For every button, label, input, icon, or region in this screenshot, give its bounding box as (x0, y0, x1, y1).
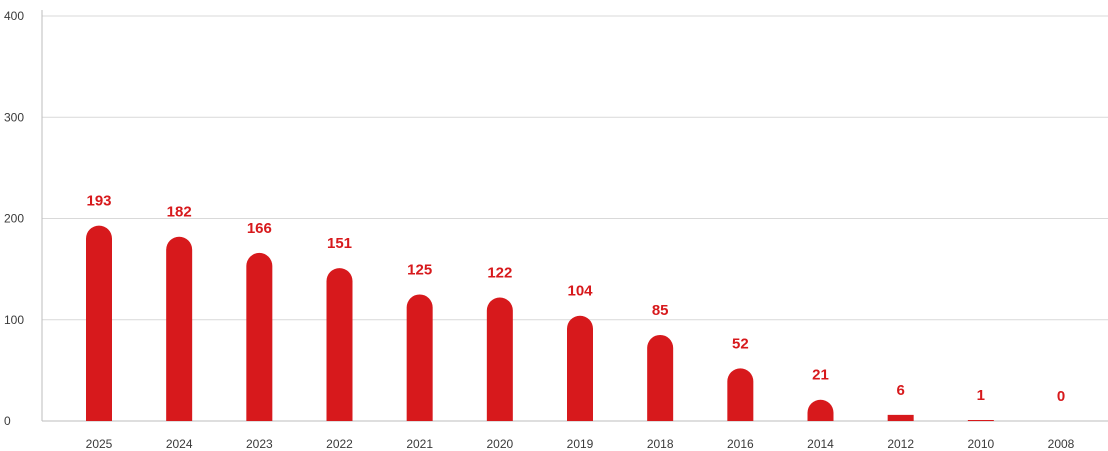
x-tick-label-2020: 2020 (486, 437, 513, 451)
x-tick-label-2021: 2021 (406, 437, 433, 451)
x-tick-label-2008: 2008 (1048, 437, 1075, 451)
x-tick-label-2016: 2016 (727, 437, 754, 451)
data-label-2019: 104 (567, 283, 593, 300)
bar-2018 (647, 334, 674, 421)
bar-2024 (166, 236, 193, 421)
bar-2010 (967, 419, 994, 421)
x-tick-label-2025: 2025 (86, 437, 113, 451)
y-tick-label: 200 (4, 212, 24, 226)
bar-2020 (486, 297, 513, 421)
x-tick-label-2022: 2022 (326, 437, 353, 451)
bar-2021 (406, 294, 433, 421)
data-label-2016: 52 (732, 335, 749, 352)
y-tick-label: 100 (4, 313, 24, 327)
bar-2025 (86, 225, 113, 421)
bar-2019 (567, 315, 593, 421)
bar-2014 (807, 399, 834, 421)
bar-2016 (727, 368, 754, 421)
x-tick-label-2019: 2019 (567, 437, 594, 451)
x-tick-label-2014: 2014 (807, 437, 834, 451)
data-label-2022: 151 (327, 235, 352, 252)
bar-2022 (326, 268, 353, 421)
data-label-2025: 193 (86, 193, 111, 210)
y-tick-label: 300 (4, 110, 24, 124)
data-label-2010: 1 (977, 387, 985, 404)
gridlines (42, 15, 1108, 422)
y-axis-ticks: 0 100 200 300 400 (4, 9, 24, 428)
y-tick-label: 400 (4, 9, 24, 23)
x-tick-label-2023: 2023 (246, 437, 273, 451)
bars (86, 225, 994, 421)
data-label-2014: 21 (812, 367, 829, 384)
data-label-2018: 85 (652, 302, 669, 319)
data-label-2020: 122 (487, 264, 512, 281)
data-label-2008: 0 (1057, 388, 1065, 405)
bar-2023 (246, 252, 273, 421)
data-label-2021: 125 (407, 261, 432, 278)
data-label-2023: 166 (247, 220, 272, 237)
y-tick-label: 0 (4, 414, 11, 428)
data-label-2012: 6 (896, 382, 904, 399)
x-tick-label-2012: 2012 (887, 437, 914, 451)
bar-2012 (887, 414, 914, 421)
x-axis-ticks: 2025 2024 2023 2022 2021 2020 2019 2018 2016 2014… (86, 437, 1075, 451)
x-tick-label-2010: 2010 (967, 437, 994, 451)
x-tick-label-2024: 2024 (166, 437, 193, 451)
data-label-2024: 182 (167, 204, 192, 221)
data-labels: 193 182 166 151 125 122 104 85 52 21 6 1 0 (86, 193, 1065, 405)
x-tick-label-2018: 2018 (647, 437, 674, 451)
